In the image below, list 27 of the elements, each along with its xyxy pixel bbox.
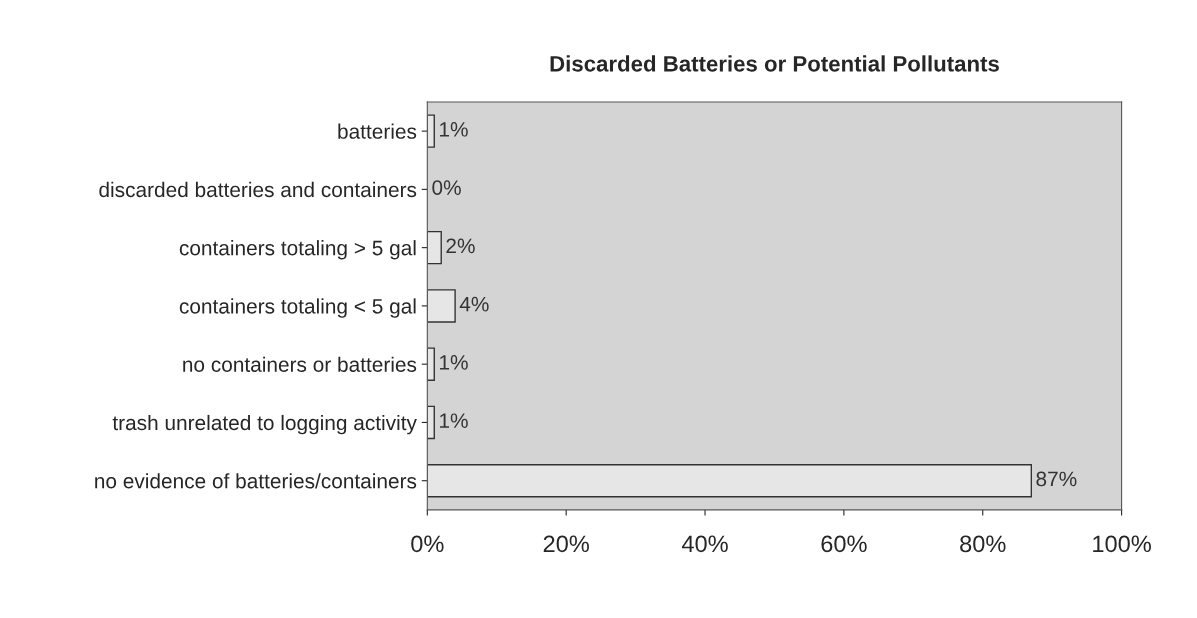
data-label: 1% xyxy=(440,355,468,370)
x-tick-label: 20% xyxy=(543,535,589,553)
y-tick-label: containers totaling < 5 gal xyxy=(179,298,416,318)
data-label: 1% xyxy=(440,122,468,137)
x-tick-label: 0% xyxy=(411,535,444,553)
x-tick-label: 80% xyxy=(960,535,1006,553)
x-tick-label: 60% xyxy=(821,535,867,553)
data-label: 1% xyxy=(440,413,468,428)
bar xyxy=(427,114,435,148)
x-tick-label: 40% xyxy=(681,535,728,553)
bar xyxy=(427,289,456,323)
data-label: 4% xyxy=(459,296,489,312)
bar xyxy=(427,230,442,265)
y-tick-label: containers totaling > 5 gal xyxy=(179,240,416,260)
bar xyxy=(427,405,435,440)
data-label: 2% xyxy=(446,238,475,254)
y-tick-label: batteries xyxy=(338,123,417,139)
y-tick-label: trash unrelated to logging activity xyxy=(112,414,417,435)
x-tick-label: 100% xyxy=(1093,535,1151,553)
bar xyxy=(427,347,435,381)
y-tick-label: no containers or batteries xyxy=(183,356,417,372)
chart-title: Discarded Batteries or Potential Pollutants xyxy=(550,55,999,72)
bar xyxy=(427,463,1033,498)
data-label: 87% xyxy=(1036,471,1077,487)
y-tick-label: discarded batteries and containers xyxy=(99,181,417,198)
data-label: 0% xyxy=(432,180,461,195)
y-tick-label: no evidence of batteries/containers xyxy=(95,473,417,489)
